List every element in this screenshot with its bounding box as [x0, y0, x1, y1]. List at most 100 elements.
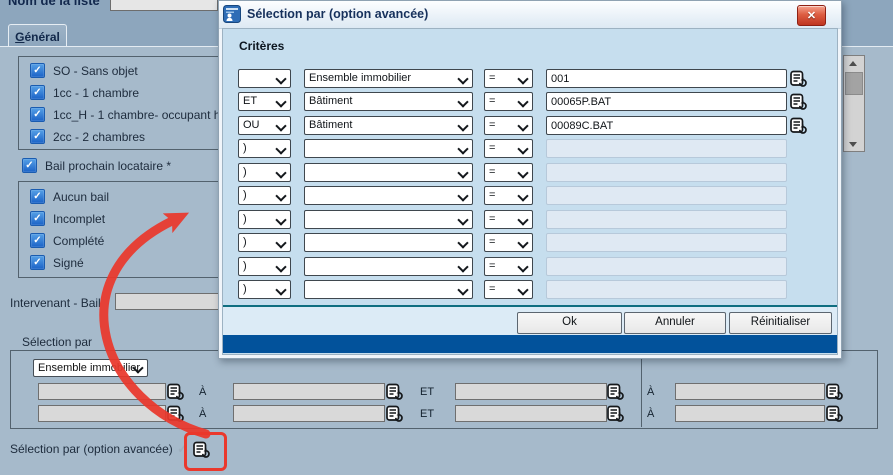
operator-dropdown[interactable]: )	[238, 280, 291, 299]
operator-dropdown[interactable]: )	[238, 163, 291, 182]
lookup-icon[interactable]	[790, 93, 807, 110]
criteria-row-2: ET Bâtiment =	[223, 92, 837, 111]
comparator-dropdown[interactable]: =	[484, 186, 533, 205]
selection-type-dropdown[interactable]: Ensemble immobilier	[33, 359, 148, 377]
field-dropdown[interactable]: Bâtiment	[304, 92, 473, 111]
field-dropdown[interactable]	[304, 186, 473, 205]
field-dropdown[interactable]	[304, 257, 473, 276]
lookup-icon[interactable]	[607, 383, 624, 400]
operator-dropdown[interactable]	[238, 69, 291, 88]
cancel-button[interactable]: Annuler	[624, 312, 726, 334]
chevron-down-icon	[517, 167, 529, 179]
comparator-dropdown[interactable]: =	[484, 69, 533, 88]
checkbox-complete[interactable]: Complété	[30, 233, 104, 248]
checkbox-checked-icon[interactable]	[30, 255, 45, 270]
operator-dropdown[interactable]: OU	[238, 116, 291, 135]
lookup-icon[interactable]	[790, 70, 807, 87]
lookup-icon[interactable]	[167, 405, 184, 422]
checkbox-checked-icon[interactable]	[30, 211, 45, 226]
criteria-value-input[interactable]	[546, 116, 787, 135]
scrollbar-thumb[interactable]	[845, 72, 863, 95]
operator-dropdown[interactable]: )	[238, 139, 291, 158]
range-field[interactable]	[38, 383, 166, 400]
chevron-down-icon	[457, 120, 469, 132]
checkbox-row-so[interactable]: SO - Sans objet	[30, 63, 138, 78]
scroll-up-button[interactable]	[844, 56, 862, 70]
comparator-dropdown[interactable]: =	[484, 233, 533, 252]
operator-dropdown[interactable]: )	[238, 257, 291, 276]
checkbox-row-1cch[interactable]: 1cc_H - 1 chambre- occupant habituel	[30, 107, 256, 122]
comparator-dropdown[interactable]: =	[484, 139, 533, 158]
checkbox-row-1cc[interactable]: 1cc - 1 chambre	[30, 85, 139, 100]
comparator-dropdown[interactable]: =	[484, 163, 533, 182]
range-field[interactable]	[38, 405, 166, 422]
checkbox-checked-icon[interactable]	[30, 189, 45, 204]
operator-dropdown[interactable]: ET	[238, 92, 291, 111]
checkbox-bail-prochain[interactable]: Bail prochain locataire *	[22, 158, 171, 173]
dialog-titlebar[interactable]: Sélection par (option avancée)	[219, 1, 841, 29]
operator-dropdown[interactable]: )	[238, 210, 291, 229]
ok-button[interactable]: Ok	[517, 312, 622, 334]
criteria-row-1: Ensemble immobilier =	[223, 69, 837, 88]
chevron-down-icon	[275, 143, 287, 155]
field-dropdown[interactable]	[304, 139, 473, 158]
lookup-icon[interactable]	[167, 383, 184, 400]
criteria-value-input[interactable]	[546, 69, 787, 88]
checkbox-aucun-bail[interactable]: Aucun bail	[30, 189, 109, 204]
comparator-dropdown[interactable]: =	[484, 116, 533, 135]
lookup-icon[interactable]	[386, 383, 403, 400]
to-label: À	[199, 408, 207, 420]
scroll-down-button[interactable]	[844, 137, 862, 151]
checkbox-checked-icon[interactable]	[30, 233, 45, 248]
chevron-down-icon	[275, 96, 287, 108]
field-dropdown[interactable]	[304, 233, 473, 252]
field-dropdown[interactable]	[304, 280, 473, 299]
dialog-status-bar	[223, 335, 837, 353]
operator-dropdown[interactable]: )	[238, 233, 291, 252]
checkbox-incomplet[interactable]: Incomplet	[30, 211, 105, 226]
range-field[interactable]	[675, 383, 825, 400]
field-dropdown[interactable]: Bâtiment	[304, 116, 473, 135]
operator-dropdown[interactable]: )	[238, 186, 291, 205]
checkbox-checked-icon[interactable]	[30, 63, 45, 78]
chevron-down-icon	[517, 237, 529, 249]
advanced-lookup-icon[interactable]	[193, 441, 210, 458]
lookup-icon[interactable]	[790, 117, 807, 134]
comparator-dropdown[interactable]: =	[484, 92, 533, 111]
field-dropdown[interactable]	[304, 163, 473, 182]
lookup-icon[interactable]	[826, 405, 843, 422]
close-button[interactable]	[797, 5, 826, 26]
comparator-dropdown[interactable]: =	[484, 280, 533, 299]
criteria-value-input-disabled	[546, 186, 787, 205]
comparator-dropdown[interactable]: =	[484, 257, 533, 276]
chevron-down-icon	[275, 73, 287, 85]
range-field[interactable]	[233, 405, 385, 422]
vertical-scrollbar[interactable]	[843, 55, 865, 152]
checkbox-signe[interactable]: Signé	[30, 255, 84, 270]
dialog-body: Critères Ensemble immobilier = ET Bâtime…	[222, 28, 838, 355]
list-name-input[interactable]	[110, 0, 218, 11]
reset-button[interactable]: Réinitialiser	[729, 312, 832, 334]
and-label: ET	[420, 386, 435, 398]
tab-general[interactable]: Général	[8, 24, 67, 47]
dialog-app-icon	[223, 5, 241, 23]
checkbox-checked-icon[interactable]	[30, 129, 45, 144]
range-field[interactable]	[233, 383, 385, 400]
lookup-icon[interactable]	[607, 405, 624, 422]
criteria-value-input[interactable]	[546, 92, 787, 111]
chevron-down-icon	[457, 96, 469, 108]
field-dropdown[interactable]: Ensemble immobilier	[304, 69, 473, 88]
range-field[interactable]	[455, 405, 607, 422]
field-dropdown[interactable]	[304, 210, 473, 229]
lookup-icon[interactable]	[826, 383, 843, 400]
checkbox-checked-icon[interactable]	[30, 107, 45, 122]
range-field[interactable]	[455, 383, 607, 400]
checkbox-checked-icon[interactable]	[22, 158, 37, 173]
chevron-down-icon	[457, 261, 469, 273]
range-field[interactable]	[675, 405, 825, 422]
comparator-dropdown[interactable]: =	[484, 210, 533, 229]
checkbox-checked-icon[interactable]	[30, 85, 45, 100]
checkbox-row-2cc[interactable]: 2cc - 2 chambres	[30, 129, 145, 144]
lookup-icon[interactable]	[386, 405, 403, 422]
chevron-down-icon	[457, 143, 469, 155]
